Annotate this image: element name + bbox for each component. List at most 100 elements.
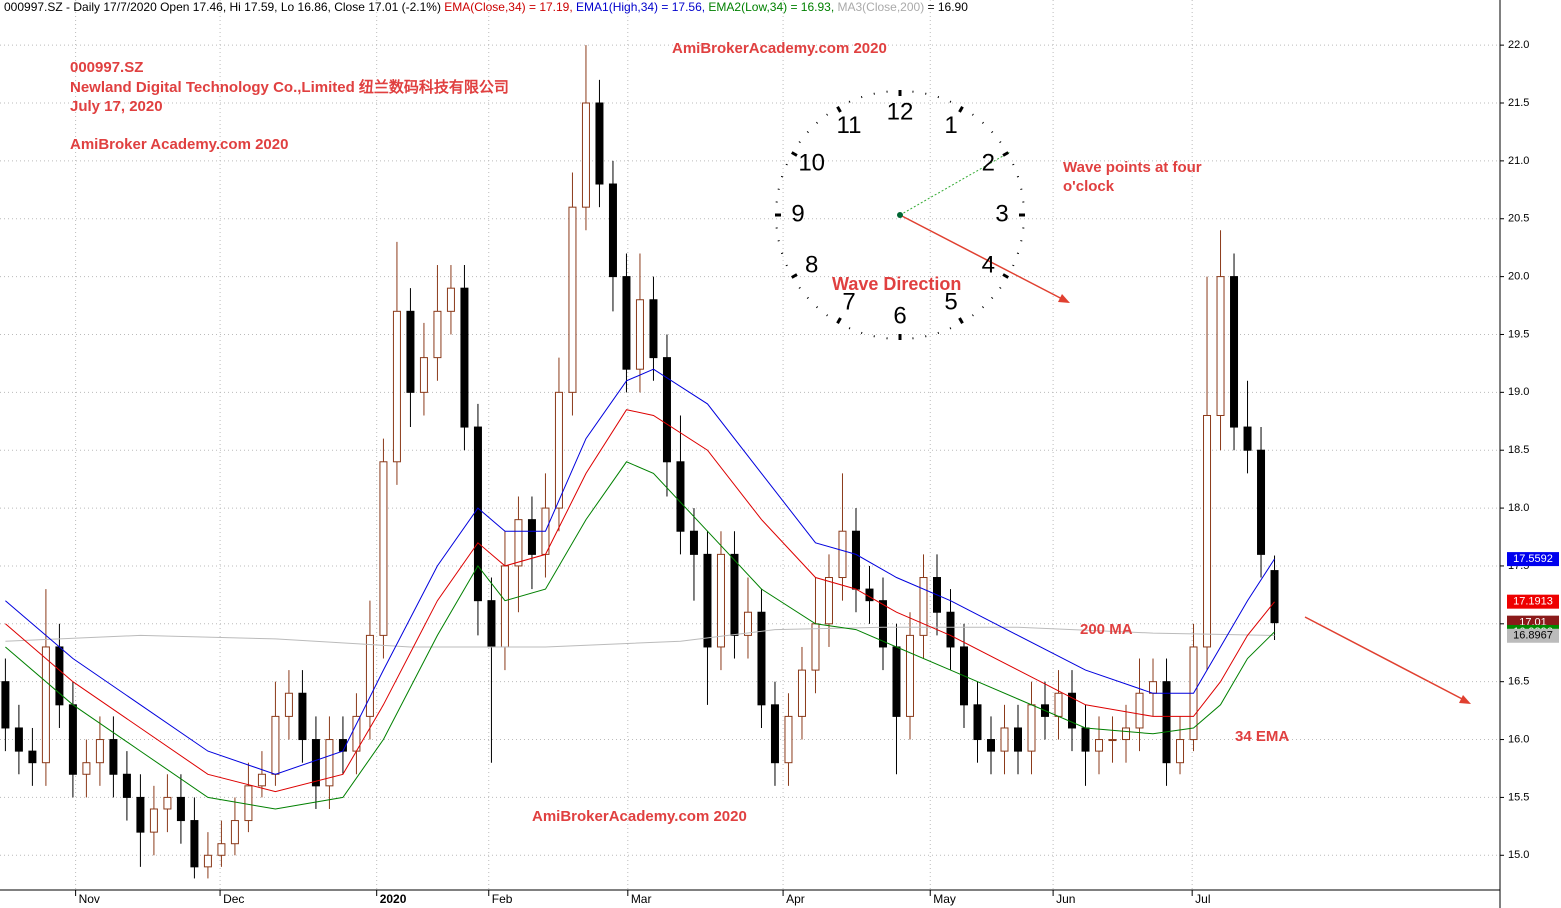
y-tick-label: 19.0 <box>1508 386 1529 398</box>
candle-body <box>419 357 428 393</box>
candle-body <box>919 577 928 636</box>
candle-body <box>1203 414 1212 648</box>
candle-body <box>811 623 820 671</box>
candle-body <box>554 391 563 509</box>
price-tag <box>1507 594 1559 609</box>
candle-body <box>28 750 37 764</box>
candle-body <box>1068 692 1077 729</box>
candle-body <box>878 600 887 648</box>
annotation: AmiBrokerAcademy.com 2020 <box>672 40 887 57</box>
clock-tick <box>949 100 952 103</box>
candle-body <box>1230 276 1239 428</box>
clock-tick <box>785 163 788 166</box>
candle-body <box>1216 276 1225 416</box>
candle-body <box>217 843 226 856</box>
candle-body <box>446 287 455 312</box>
candle-body <box>622 276 631 370</box>
candle-body <box>703 553 712 648</box>
clock-number: 2 <box>982 149 995 176</box>
wave-arrow <box>899 214 1069 303</box>
candle-body <box>68 704 77 775</box>
clock-tick <box>971 113 974 116</box>
candle-body <box>730 553 739 636</box>
candle-body <box>905 634 914 717</box>
candle-body <box>514 519 523 567</box>
candle-body <box>689 530 698 555</box>
clock-number: 1 <box>944 112 957 139</box>
candle-body <box>662 357 671 463</box>
clock-hand <box>899 151 1011 216</box>
y-tick-label: 18.5 <box>1508 444 1529 456</box>
candle-body <box>109 739 118 775</box>
candle-body <box>1176 739 1185 764</box>
clock-tick <box>848 327 851 330</box>
x-tick-label: Apr <box>786 892 805 906</box>
arrow-head <box>1058 294 1070 303</box>
clock-number: 6 <box>893 302 906 329</box>
price-tag <box>1507 552 1559 567</box>
candle-body <box>986 739 995 752</box>
header: 000997.SZ - Daily 17/7/2020 Open 17.46, … <box>4 0 968 14</box>
arrow-head <box>1459 695 1471 704</box>
candle-body <box>1095 739 1104 752</box>
clock-tick <box>860 331 863 335</box>
candle-body <box>284 692 293 717</box>
price-tag-label: 16.8967 <box>1513 630 1553 642</box>
candle-body <box>122 773 131 798</box>
clock-tick <box>815 306 819 309</box>
clock-tick <box>1016 175 1020 178</box>
plot <box>1 45 1279 879</box>
annotation: 000997.SZ <box>70 59 143 76</box>
x-tick-label: Mar <box>631 892 652 906</box>
x-tick-label: Nov <box>79 892 100 906</box>
candle-body <box>392 310 401 463</box>
candle-body <box>500 565 509 648</box>
candle-body <box>1135 692 1144 729</box>
clock-tick <box>999 141 1002 144</box>
annotation: Wave Direction <box>832 274 961 294</box>
candle-body <box>149 808 158 833</box>
clock-tick <box>790 273 798 279</box>
candle-body <box>595 102 604 185</box>
candle-body <box>716 553 725 648</box>
clock-tick <box>991 130 994 134</box>
indicator-line <box>5 461 1275 810</box>
clock-number: 12 <box>887 98 914 125</box>
clock-center <box>897 212 903 218</box>
candle-body <box>1257 449 1266 555</box>
indicator-line <box>5 409 1275 793</box>
clock-tick <box>798 141 801 144</box>
candle-body <box>460 287 469 428</box>
clock-tick <box>999 286 1002 289</box>
candle-body <box>55 646 64 706</box>
clock-tick <box>785 264 788 267</box>
y-tick-label: 21.0 <box>1508 155 1529 167</box>
candle-body <box>271 715 280 775</box>
candle-body <box>136 796 145 833</box>
clock-number: 8 <box>805 251 818 278</box>
x-tick-label: Feb <box>492 892 513 906</box>
clock-tick <box>1002 273 1010 279</box>
price-tag-label: 17.1913 <box>1513 596 1553 608</box>
clock-tick <box>780 252 784 255</box>
candle-body <box>1027 704 1036 752</box>
clock-tick <box>981 306 985 309</box>
header-part: MA3(Close,200) <box>838 0 925 14</box>
indicator-line <box>5 368 1275 775</box>
header-part: EMA2(Low,34) = 16.93, <box>708 0 837 14</box>
candle-body <box>851 530 860 590</box>
candle-body <box>203 854 212 868</box>
header-part: EMA(Close,34) = 17.19, <box>444 0 576 14</box>
candle-body <box>82 762 91 775</box>
clock-tick <box>1016 252 1020 255</box>
candle-body <box>635 299 644 370</box>
candle-body <box>649 299 658 359</box>
candle-body <box>190 820 199 868</box>
clock-tick <box>937 95 940 99</box>
candle-body <box>1149 681 1158 694</box>
clock-tick <box>1012 163 1015 166</box>
clock-tick <box>815 121 819 124</box>
candle-body <box>973 704 982 741</box>
